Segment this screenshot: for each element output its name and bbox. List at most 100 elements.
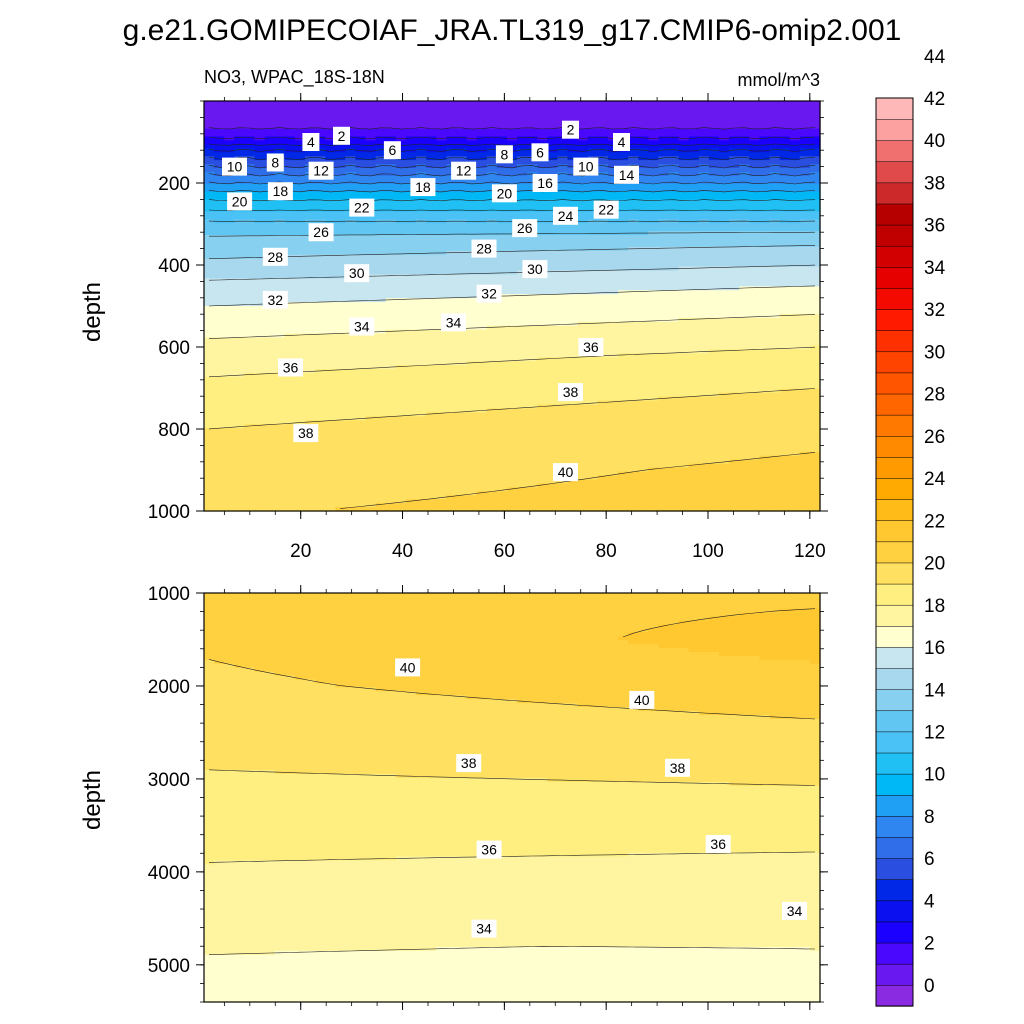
contour-cell <box>759 164 771 169</box>
contour-cell <box>355 104 367 110</box>
contour-cell <box>325 254 336 260</box>
contour-cell <box>466 337 478 343</box>
contour-cell <box>688 373 700 378</box>
contour-cell <box>708 306 720 311</box>
contour-cell <box>254 262 266 268</box>
contour-cell <box>436 290 447 295</box>
contour-cell <box>234 250 245 256</box>
contour-cell <box>294 392 306 398</box>
contour-cell <box>325 376 336 382</box>
contour-cell <box>527 286 538 291</box>
contour-cell <box>547 325 559 331</box>
contour-cell <box>466 404 478 410</box>
contour-cell <box>456 282 468 287</box>
contour-cell <box>597 160 609 165</box>
contour-cell <box>244 388 256 394</box>
contour-cell <box>567 246 579 252</box>
contour-cell <box>749 168 761 173</box>
contour-cell <box>446 302 458 307</box>
contour-cell <box>648 235 660 240</box>
contour-cell <box>254 325 266 331</box>
contour-cell <box>597 298 609 303</box>
contour-cell <box>405 298 417 303</box>
contour-cell <box>799 246 811 252</box>
contour-cell <box>759 400 771 406</box>
contour-cell <box>587 254 599 260</box>
contour-cell <box>638 246 649 252</box>
contour-cell <box>759 235 771 240</box>
contour-cell <box>739 262 750 268</box>
contour-cell <box>244 274 256 279</box>
contour-cell <box>466 270 478 276</box>
contour-cell <box>224 246 235 252</box>
contour-cell <box>587 373 599 378</box>
contour-cell <box>405 282 417 287</box>
contour-cell <box>688 278 700 283</box>
contour-cell <box>466 294 478 299</box>
contour-cell <box>587 369 599 374</box>
contour-cell <box>719 112 730 118</box>
contour-cell <box>426 254 437 260</box>
contour-cell <box>658 203 670 209</box>
contour-cell <box>304 120 316 126</box>
contour-cell <box>618 298 629 303</box>
contour-cell <box>294 258 306 264</box>
contour-cell <box>587 246 599 252</box>
contour-cell <box>557 274 569 279</box>
contour-cell <box>436 270 447 276</box>
contour-cell <box>708 282 720 287</box>
contour-cell <box>678 112 690 118</box>
contour-cell <box>638 329 649 335</box>
contour-cell <box>668 337 680 343</box>
contour-cell <box>486 203 498 209</box>
contour-cell <box>708 349 720 354</box>
contour-cell <box>779 333 791 339</box>
contour-cell <box>466 274 478 279</box>
contour-cell <box>749 357 761 362</box>
contour-cell <box>224 329 235 335</box>
contour-cell <box>274 286 286 291</box>
contour-cell <box>476 369 488 374</box>
contour-cell <box>385 203 397 209</box>
contour-cell <box>456 183 468 189</box>
contour-cell <box>214 270 225 276</box>
contour-cell <box>698 203 710 209</box>
contour-cell <box>395 266 407 272</box>
contour-cell <box>658 412 670 417</box>
contour-cell <box>254 223 266 228</box>
contour-cell <box>789 309 801 315</box>
contour-cell <box>769 278 781 283</box>
contour-cell <box>708 266 720 272</box>
contour-cell <box>587 365 599 370</box>
contour-cell <box>678 270 690 276</box>
contour-cell <box>789 396 801 402</box>
contour-cell <box>436 108 447 114</box>
contour-cell <box>385 309 397 315</box>
contour-cell <box>365 235 377 240</box>
contour-cell <box>789 223 801 228</box>
contour-cell <box>628 384 639 390</box>
contour-cell <box>537 101 548 106</box>
contour-cell <box>284 392 296 398</box>
contour-cell <box>749 420 761 425</box>
contour-cell <box>547 164 559 169</box>
contour-cell <box>476 353 488 358</box>
contour-cell <box>749 416 761 421</box>
contour-cell <box>587 298 599 303</box>
contour-cell <box>294 298 306 303</box>
contour-cell <box>405 353 417 358</box>
contour-cell <box>325 298 336 303</box>
contour-cell <box>234 144 245 149</box>
contour-cell <box>719 250 730 256</box>
contour-cell <box>668 361 680 366</box>
contour-cell <box>809 116 821 122</box>
contour-cell <box>304 309 316 315</box>
contour-cell <box>355 116 367 122</box>
contour-cell <box>244 286 256 291</box>
contour-cell <box>628 353 639 358</box>
contour-cell <box>204 223 215 228</box>
contour-cell <box>628 116 639 122</box>
contour-cell <box>719 400 730 406</box>
contour-cell <box>506 140 518 145</box>
contour-cell <box>668 211 680 216</box>
